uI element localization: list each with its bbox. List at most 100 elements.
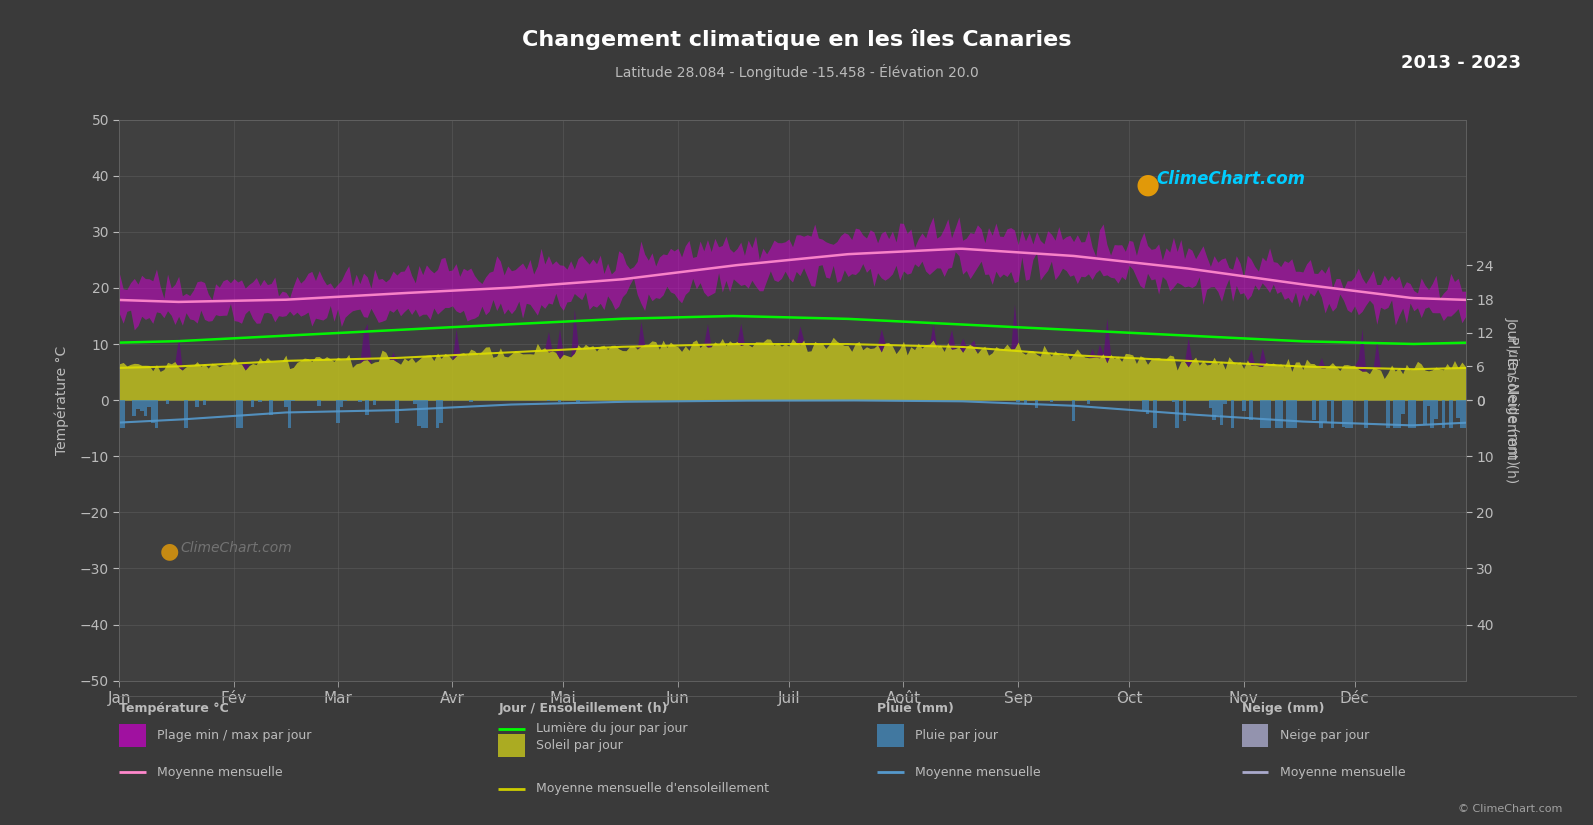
- Text: ●: ●: [1136, 170, 1160, 198]
- Bar: [1294, 400, 1297, 428]
- Bar: [1364, 400, 1367, 428]
- Bar: [1411, 400, 1416, 428]
- Text: Pluie par jour: Pluie par jour: [916, 728, 999, 742]
- Bar: [1286, 400, 1290, 428]
- Text: ClimeChart.com: ClimeChart.com: [180, 540, 292, 554]
- Bar: [421, 400, 425, 428]
- Bar: [336, 400, 339, 423]
- Y-axis label: Température °C: Température °C: [54, 346, 68, 455]
- Text: Moyenne mensuelle: Moyenne mensuelle: [1279, 766, 1405, 779]
- Text: Lumière du jour par jour: Lumière du jour par jour: [537, 723, 688, 735]
- Bar: [414, 400, 417, 403]
- Text: Moyenne mensuelle d'ensoleillement: Moyenne mensuelle d'ensoleillement: [537, 782, 769, 795]
- Bar: [250, 400, 255, 407]
- Bar: [143, 400, 147, 417]
- Bar: [425, 400, 429, 428]
- Bar: [202, 400, 207, 405]
- Bar: [1145, 400, 1150, 414]
- Text: Jour / Ensoleillement (h): Jour / Ensoleillement (h): [499, 702, 667, 715]
- Text: Soleil par jour: Soleil par jour: [537, 739, 623, 752]
- Bar: [135, 400, 140, 409]
- Text: 2013 - 2023: 2013 - 2023: [1402, 54, 1521, 72]
- Bar: [1268, 400, 1271, 428]
- Bar: [1050, 400, 1053, 403]
- Bar: [577, 400, 580, 402]
- Bar: [1249, 400, 1254, 421]
- Bar: [435, 400, 440, 428]
- Bar: [140, 400, 143, 412]
- Bar: [1461, 400, 1464, 428]
- Bar: [1313, 400, 1316, 421]
- Bar: [1408, 400, 1411, 428]
- Text: Moyenne mensuelle: Moyenne mensuelle: [916, 766, 1040, 779]
- Bar: [1330, 400, 1335, 428]
- Y-axis label: Pluie / Neige (mm): Pluie / Neige (mm): [1505, 336, 1518, 464]
- Bar: [1349, 400, 1352, 428]
- Text: Latitude 28.084 - Longitude -15.458 - Élévation 20.0: Latitude 28.084 - Longitude -15.458 - Él…: [615, 64, 978, 79]
- Text: Neige (mm): Neige (mm): [1243, 702, 1324, 715]
- Bar: [1176, 400, 1179, 428]
- Bar: [1394, 400, 1397, 428]
- Bar: [1400, 400, 1405, 414]
- Bar: [1450, 400, 1453, 428]
- Bar: [147, 400, 151, 407]
- Bar: [258, 400, 261, 402]
- Bar: [1243, 724, 1268, 747]
- Bar: [1279, 400, 1282, 428]
- Bar: [1016, 400, 1020, 402]
- Bar: [395, 400, 398, 423]
- Bar: [1086, 400, 1090, 404]
- Bar: [185, 400, 188, 428]
- Text: Pluie (mm): Pluie (mm): [878, 702, 954, 715]
- Bar: [121, 400, 124, 428]
- Bar: [1142, 400, 1145, 410]
- Bar: [1386, 400, 1389, 428]
- Text: Neige par jour: Neige par jour: [1279, 728, 1368, 742]
- Text: Plage min / max par jour: Plage min / max par jour: [158, 728, 312, 742]
- Bar: [1209, 400, 1212, 408]
- Bar: [1427, 400, 1431, 406]
- Bar: [1274, 400, 1279, 428]
- Bar: [1319, 400, 1324, 428]
- Bar: [1324, 400, 1327, 422]
- Bar: [155, 400, 158, 428]
- Bar: [1290, 400, 1294, 428]
- Bar: [1231, 400, 1235, 428]
- Bar: [1341, 400, 1346, 427]
- Y-axis label: Jour / Ensoleillement (h): Jour / Ensoleillement (h): [1505, 317, 1518, 483]
- Bar: [1153, 400, 1157, 428]
- Bar: [269, 400, 272, 415]
- Bar: [1434, 400, 1438, 419]
- Bar: [546, 400, 550, 401]
- Bar: [119, 724, 145, 747]
- Bar: [196, 400, 199, 407]
- Bar: [1035, 400, 1039, 408]
- Bar: [358, 400, 362, 402]
- Bar: [1263, 400, 1268, 428]
- Bar: [1182, 400, 1187, 421]
- Bar: [1464, 400, 1467, 428]
- Bar: [1442, 400, 1445, 428]
- Bar: [1431, 400, 1434, 428]
- Bar: [417, 400, 421, 426]
- Bar: [284, 400, 288, 408]
- Bar: [1220, 400, 1223, 425]
- Bar: [373, 400, 376, 405]
- Bar: [558, 400, 561, 402]
- Text: Température °C: Température °C: [119, 702, 229, 715]
- Bar: [365, 400, 370, 415]
- Text: Changement climatique en les îles Canaries: Changement climatique en les îles Canari…: [523, 29, 1070, 50]
- Bar: [118, 400, 121, 428]
- Bar: [166, 400, 169, 403]
- Bar: [239, 400, 244, 428]
- Text: ●: ●: [159, 541, 180, 561]
- Bar: [342, 400, 347, 402]
- Text: ClimeChart.com: ClimeChart.com: [1157, 170, 1305, 188]
- Bar: [1456, 400, 1461, 417]
- Bar: [132, 400, 135, 416]
- Bar: [499, 734, 524, 757]
- Bar: [468, 400, 473, 402]
- Bar: [1397, 400, 1400, 428]
- Bar: [151, 400, 155, 423]
- Text: Moyenne mensuelle: Moyenne mensuelle: [158, 766, 284, 779]
